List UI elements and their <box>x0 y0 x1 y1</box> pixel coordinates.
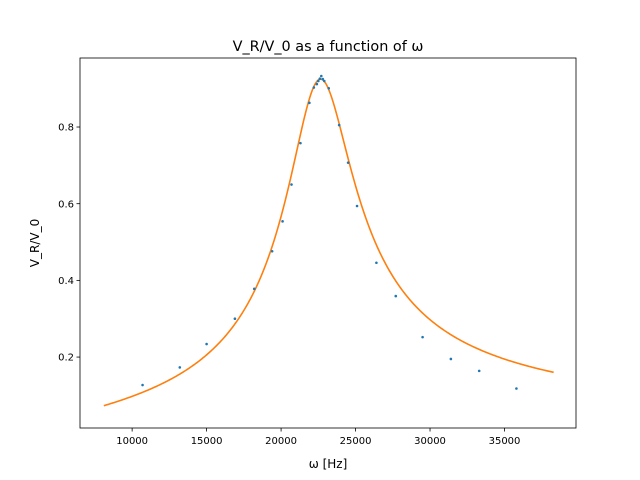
data-point <box>317 79 320 83</box>
data-point <box>312 86 316 89</box>
x-tick-label: 35000 <box>489 436 521 447</box>
data-point <box>315 82 319 86</box>
y-tick-label: 0.2 <box>58 353 74 364</box>
data-point <box>375 261 378 265</box>
y-tick-label: 0.4 <box>58 276 74 287</box>
data-point <box>355 204 359 208</box>
data-point <box>394 294 398 298</box>
data-point <box>319 74 323 78</box>
data-point <box>290 183 293 186</box>
data-point <box>322 79 326 83</box>
data-point <box>515 387 518 390</box>
data-point <box>477 369 481 373</box>
x-tick-label: 10000 <box>116 436 148 447</box>
plot-frame <box>79 57 577 429</box>
y-tick-label: 0.8 <box>58 123 74 134</box>
data-point <box>318 77 322 81</box>
chart-title: V_R/V_0 as a function of ω <box>233 39 424 55</box>
data-point <box>281 220 284 223</box>
axis-ticks: 10000 15000 20000 25000 30000 35000 0.2 0.4 0.6 0… <box>58 123 520 447</box>
data-point <box>141 383 144 387</box>
data-point <box>337 123 341 127</box>
x-tick-label: 25000 <box>340 436 372 447</box>
x-tick-label: 20000 <box>265 436 297 447</box>
x-axis-label: ω [Hz] <box>309 457 348 471</box>
data-point <box>270 249 274 253</box>
data-point <box>327 86 331 90</box>
x-tick-label: 15000 <box>191 436 223 447</box>
data-points-layer <box>141 74 518 390</box>
data-point <box>233 317 237 321</box>
data-point <box>178 366 182 369</box>
y-axis-label: V_R/V_0 <box>28 219 42 267</box>
data-point <box>321 77 325 81</box>
data-point <box>449 357 453 361</box>
data-point <box>308 101 311 105</box>
data-point <box>252 287 256 291</box>
data-point <box>299 141 302 145</box>
x-tick-label: 30000 <box>414 436 446 447</box>
data-point <box>421 335 424 339</box>
data-point <box>205 342 208 346</box>
y-tick-label: 0.6 <box>58 199 74 210</box>
data-point <box>346 161 350 164</box>
